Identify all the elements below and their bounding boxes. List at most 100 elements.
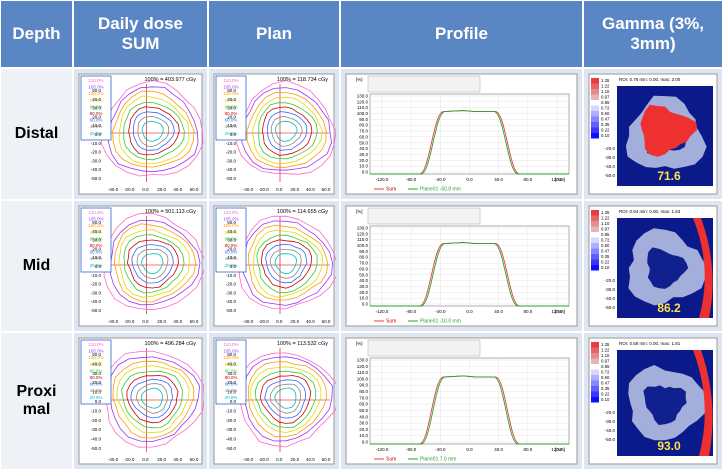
isodose-contour: [141, 387, 163, 409]
x-tick-label: 20.0: [157, 457, 166, 462]
isodose-contour: [114, 223, 197, 303]
isodose-level: 95.0%: [225, 230, 238, 235]
x-tick-label: 20.0: [157, 319, 166, 324]
y-tick-label: -30.0: [91, 158, 102, 163]
y-tick-label: 50.0: [92, 88, 101, 93]
isodose-level: 40.0%: [225, 124, 238, 129]
legend-box: [80, 75, 112, 141]
x-tick-label: 40.0: [494, 447, 503, 452]
isodose-level: 40.0%: [225, 388, 238, 393]
y-tick-label: -20.0: [91, 150, 102, 155]
column-header: Gamma (3%, 3mm): [583, 0, 723, 68]
colorbar-step: [591, 210, 599, 216]
y-tick-label: 50.0: [359, 408, 368, 413]
colorbar-step: [591, 100, 599, 106]
x-tick-label: 0.0: [466, 447, 473, 452]
x-tick-label: -20.0: [124, 457, 135, 462]
column-header: Plan: [208, 0, 340, 68]
gamma-pass-rate: 71.6: [657, 169, 681, 183]
isodose-contour: [274, 253, 298, 275]
isodose-contour: [274, 387, 297, 409]
panel: 1.351.221.100.970.850.720.600.470.350.22…: [588, 337, 718, 465]
y-tick-label: 0.0: [95, 399, 102, 404]
y-tick-label: 80.0: [359, 255, 368, 260]
colorbar-label: 0.85: [601, 232, 610, 237]
isodose-contour: [253, 229, 324, 298]
y-tick-label: 40.0: [227, 229, 236, 234]
isodose-level: 105.0%: [88, 217, 103, 222]
y-tick-label: 120.0: [357, 364, 369, 369]
y-tick-label: 120.0: [357, 99, 369, 104]
colorbar-label: 0.72: [601, 238, 610, 243]
gamma-roi: ROI: 0.76 min: 0.00, max: 2.00: [619, 77, 681, 82]
y-tick-label: 30.0: [359, 284, 368, 289]
y-tick-label: 20.0: [227, 380, 236, 385]
colorbar-step: [591, 78, 599, 84]
x-tick-label: -120.0: [376, 309, 389, 314]
isodose-contour: [260, 239, 313, 289]
colorbar-label: 1.10: [601, 353, 610, 358]
y-tick-label: 80.0: [359, 389, 368, 394]
colorbar-step: [591, 122, 599, 128]
y-tick-label: 60.0: [359, 266, 368, 271]
x-unit: [mm]: [555, 447, 565, 452]
y-tick-label: -30.0: [91, 290, 102, 295]
x-tick-label: 120.0: [551, 177, 563, 182]
colorbar-step: [591, 342, 599, 348]
panel-cell: 110.0% 105.0% 100.0% 95.0% 90.0% 80.0% 60.0% 40…: [208, 68, 340, 200]
isodose-contour: [256, 234, 318, 294]
isodose-contour: [131, 244, 174, 284]
x-tick-label: -40.0: [108, 187, 119, 192]
isodose-contour: [130, 378, 174, 419]
panel-cell: 110.0% 105.0% 100.0% 95.0% 90.0% 80.0% 60.0% 40…: [73, 68, 208, 200]
isodose-level: 90.0%: [90, 368, 103, 373]
x-tick-label: 0.0: [466, 177, 473, 182]
gamma-pass-rate: 86.2: [657, 301, 681, 315]
y-tick-label: 20.0: [227, 246, 236, 251]
colorbar-label: 0.22: [601, 128, 610, 133]
y-tick-label: 40.0: [227, 361, 236, 366]
colorbar-label: 0.35: [601, 254, 610, 259]
colorbar-label: 0.35: [601, 122, 610, 127]
x-tick-label: -80.0: [406, 447, 417, 452]
panel-cell: 110.0% 105.0% 100.0% 95.0% 90.0% 80.0% 60.0% 40…: [73, 200, 208, 332]
isodose-level: 40.0%: [225, 256, 238, 261]
isodose-level: 105.0%: [223, 85, 238, 90]
isodose-level: 110.0%: [89, 210, 104, 215]
y-tick-label: -40.0: [226, 437, 237, 442]
x-tick-label: -20.0: [258, 187, 269, 192]
y-tick-label: -50.0: [91, 176, 102, 181]
y-tick-label: 130.0: [357, 226, 369, 231]
legend-label: Plane01 7.0 mm: [420, 457, 456, 463]
x-unit: [mm]: [555, 177, 565, 182]
legend-label: Plane01 -50.0 mm: [420, 187, 461, 193]
y-tick-label: 10.0: [227, 390, 236, 395]
isodose-contour: [123, 101, 185, 161]
isodose-level: 90.0%: [90, 236, 103, 241]
colorbar-label: 1.10: [601, 89, 610, 94]
isodose-level: 20.0%: [225, 263, 238, 268]
panel-cell: 110.0% 105.0% 100.0% 95.0% 90.0% 80.0% 60.0% 40…: [208, 200, 340, 332]
x-tick-label: 40.0: [494, 177, 503, 182]
y-tick-label: -30.0: [226, 427, 237, 432]
x-tick-label: -20.0: [258, 457, 269, 462]
y-tick-label: 0.0: [230, 264, 237, 269]
x-tick-label: 40.0: [306, 457, 315, 462]
x-tick-label: 40.0: [173, 319, 182, 324]
isodose-level: 20.0%: [90, 131, 103, 136]
isodose-contour: [112, 90, 195, 168]
isodose-level: 90.0%: [225, 104, 238, 109]
isodose-contour: [118, 229, 190, 298]
colorbar-step: [591, 353, 599, 359]
colorbar-step: [591, 265, 599, 271]
colorbar-step: [591, 116, 599, 122]
isodose-level: 60.0%: [225, 382, 238, 387]
y-tick-label: -10.0: [91, 273, 102, 278]
y-tick-label: 50.0: [92, 220, 101, 225]
y-tick-label: 40.0: [359, 146, 368, 151]
isodose-level: 110.0%: [89, 78, 104, 83]
y-tick-label: -10.0: [226, 273, 237, 278]
y-tick-label: -30.0: [226, 158, 237, 163]
x-tick-label: 40.0: [494, 309, 503, 314]
